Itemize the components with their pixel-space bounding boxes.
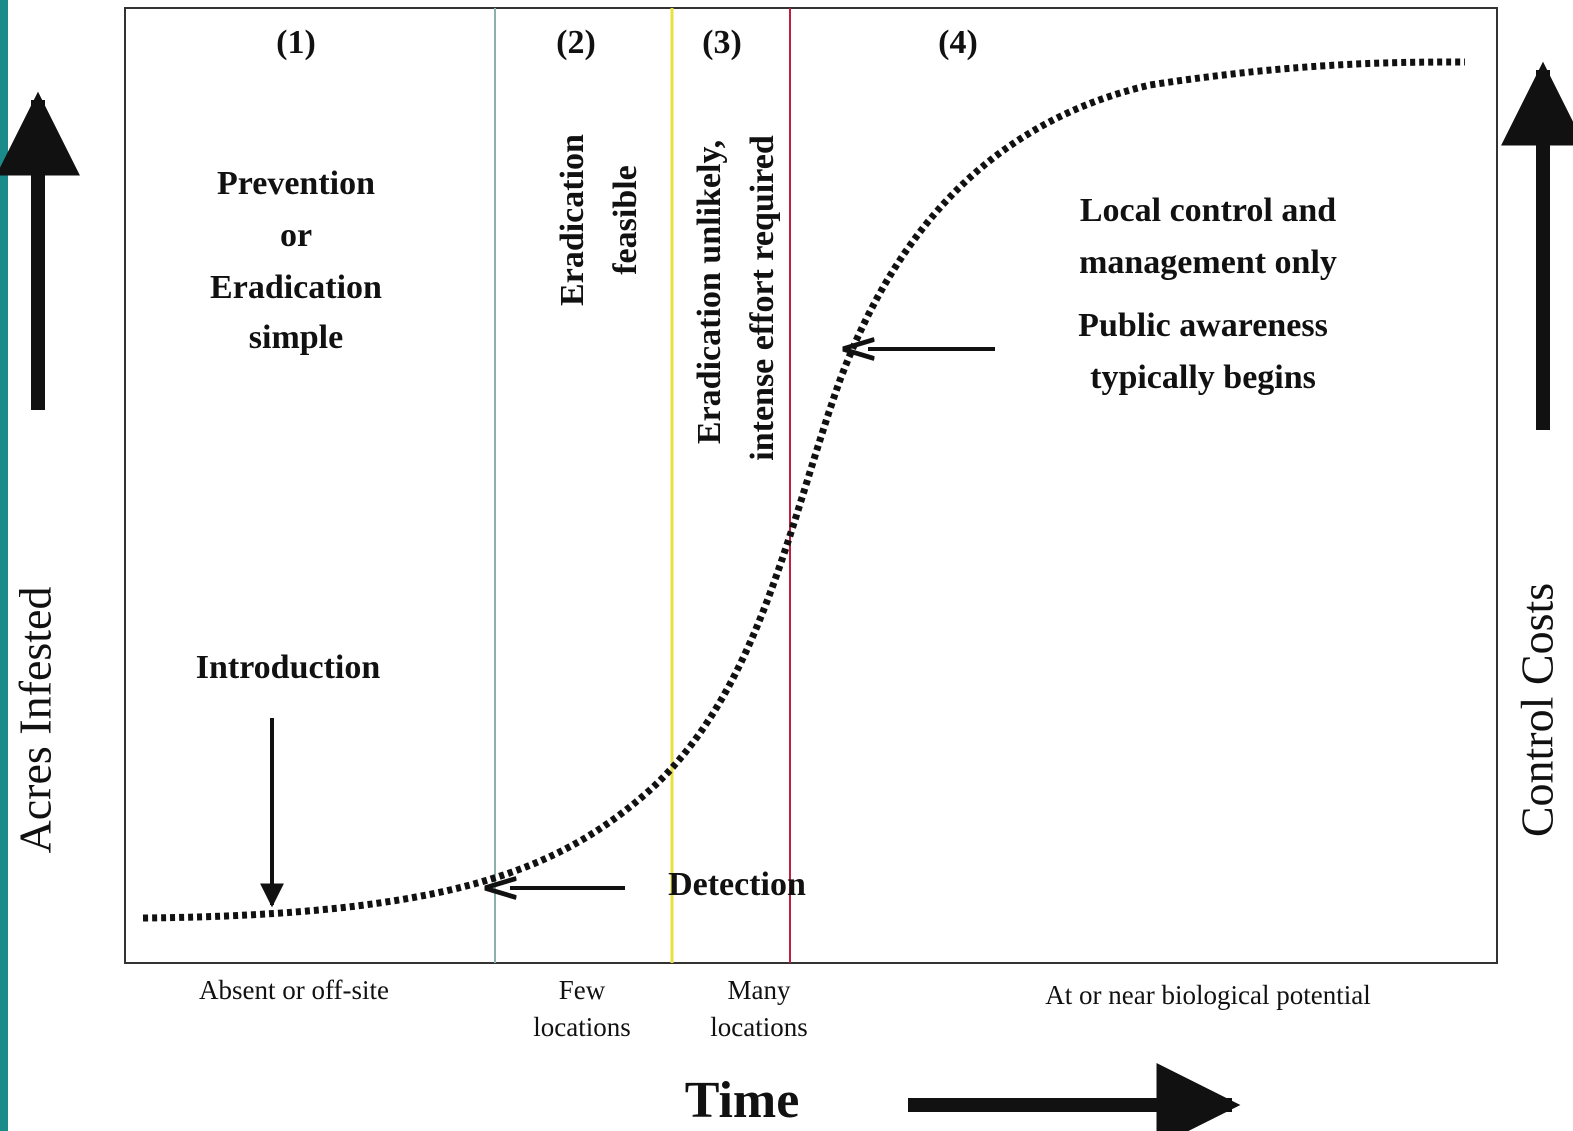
stage-number: (2) [556, 24, 596, 61]
axis-label: Time [685, 1072, 800, 1129]
edge-strip [0, 0, 8, 1131]
stage-footer: Few [559, 975, 606, 1005]
stage-text: Eradication unlikely, [691, 140, 728, 444]
stage-text: typically begins [1090, 359, 1316, 396]
invasion-curve [142, 58, 1466, 922]
stage-number: (3) [702, 24, 742, 61]
stage-footer: locations [533, 1012, 630, 1042]
stage-number: (4) [938, 24, 978, 61]
stage-footer: Absent or off-site [199, 975, 389, 1005]
stage-text: intense effort required [744, 135, 781, 461]
stage-text: Eradication [554, 134, 591, 306]
stage-text: Prevention [217, 165, 375, 202]
stage-footer: Many [728, 975, 791, 1005]
annotation: Introduction [196, 649, 381, 686]
annotation: Detection [668, 866, 806, 903]
axis-label: Control Costs [1512, 583, 1563, 837]
stage-text: Local control and [1080, 192, 1336, 229]
stage-text: feasible [607, 165, 644, 275]
stage-number: (1) [276, 24, 316, 61]
stage-text: Eradication [210, 269, 382, 306]
stage-footer: At or near biological potential [1045, 980, 1370, 1010]
stage-text: simple [249, 319, 343, 356]
plot-frame [124, 7, 1498, 964]
axis-label: Acres Infested [10, 587, 61, 854]
stage-text: or [280, 217, 312, 254]
stage-text: management only [1079, 244, 1337, 281]
stage-text: Public awareness [1078, 307, 1328, 344]
stage-footer: locations [710, 1012, 807, 1042]
